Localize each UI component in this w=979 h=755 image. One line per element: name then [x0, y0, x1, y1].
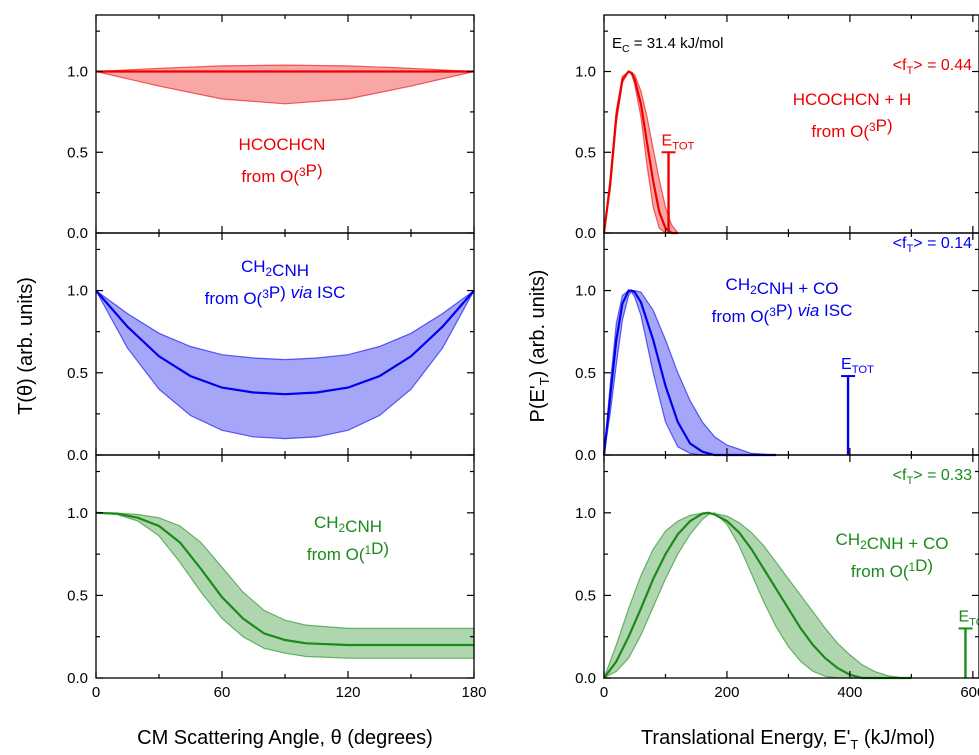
y-tick-label: 0.5 [67, 144, 88, 161]
collision-energy-note: EC = 31.4 kJ/mol [612, 35, 723, 55]
y-tick-label: 1.0 [575, 64, 596, 81]
y-tick-label: 0.5 [575, 587, 596, 604]
panel-left-subplot-3: 0.0 0.5 1.0 CH2CNH from O(1D) [67, 454, 475, 687]
panel-left-subplot-1: 0.0 0.5 1.0 HCOCHCN from O(3P) [67, 14, 475, 242]
subplot-annotation-line: from O(1D) [851, 556, 933, 581]
panel-left-subplot-2: 0.0 0.5 1.0 CH2CNH from O(3P) via ISC [67, 232, 475, 464]
x-tick-label: 0 [92, 684, 100, 701]
best-fit-line [95, 511, 474, 647]
subplot-annotation-line: CH2CNH [241, 257, 309, 280]
etot-label: ETOT [662, 132, 695, 152]
y-tick-label: 1.0 [575, 505, 596, 522]
x-tick-label: 200 [714, 684, 739, 701]
etot-label: ETOT [841, 356, 874, 376]
subplot-annotation-line: CH2CNH + CO [726, 275, 839, 298]
y-tick-label: 0.0 [67, 670, 88, 687]
y-axis-title: P(E'T) (arb. units) [527, 270, 552, 423]
x-axis-title: Translational Energy, E'T (kJ/mol) [641, 727, 935, 752]
axes-frame [603, 454, 979, 679]
best-fit-line [95, 289, 475, 396]
ft-label: <fT> = 0.33 [893, 467, 972, 487]
subplot-annotation-line: from O(3P) via ISC [205, 283, 346, 308]
panel-right-subplot-1: ETOT 0.0 0.5 1.0 HCOCHCN + H from O(3P) <fT> =… [575, 14, 979, 242]
y-tick-label: 0.0 [575, 225, 596, 242]
subplot-annotation-line: HCOCHCN [239, 135, 326, 154]
subplot-annotation-line: from O(3P) via ISC [712, 301, 853, 326]
ft-label: <fT> = 0.44 [893, 57, 972, 77]
subplot-annotation-line: HCOCHCN + H [793, 90, 912, 109]
best-fit-line [603, 511, 912, 680]
y-tick-label: 0.5 [575, 365, 596, 382]
subplot-annotation-line: CH2CNH + CO [836, 530, 949, 553]
x-tick-label: 180 [461, 684, 486, 701]
y-tick-label: 0.5 [67, 365, 88, 382]
y-tick-label: 0.0 [67, 447, 88, 464]
y-tick-label: 1.0 [67, 505, 88, 522]
panel-right-subplot-3: ETOT 0.0 0.5 1.0 CH2CNH + CO from O(1D) <fT> =… [575, 454, 979, 687]
x-tick-label: 60 [214, 684, 231, 701]
y-tick-label: 0.0 [67, 225, 88, 242]
y-tick-label: 0.0 [575, 447, 596, 464]
x-tick-label: 600 [960, 684, 979, 701]
y-tick-label: 0.5 [67, 587, 88, 604]
subplot-annotation-line: from O(3P) [241, 161, 322, 186]
subplot-annotation-line: from O(3P) [811, 116, 892, 141]
ft-label: <fT> = 0.14 [893, 235, 972, 255]
plot-layer: 0.0 0.5 1.0 HCOCHCN from O(3P) 0.0 0.5 1.0 CH2CN… [15, 14, 979, 752]
y-tick-label: 1.0 [67, 64, 88, 81]
etot-label: ETOT [958, 608, 979, 628]
subplot-annotation-line: from O(1D) [307, 539, 389, 564]
y-tick-label: 0.5 [575, 144, 596, 161]
subplot-annotation-line: CH2CNH [314, 513, 382, 536]
y-tick-label: 1.0 [67, 283, 88, 300]
x-tick-label: 400 [837, 684, 862, 701]
y-tick-label: 1.0 [575, 283, 596, 300]
best-fit-line [602, 70, 678, 235]
y-axis-title: T(θ) (arb. units) [15, 277, 37, 415]
x-axis-title: CM Scattering Angle, θ (degrees) [137, 727, 433, 749]
y-tick-label: 0.0 [575, 670, 596, 687]
x-tick-label: 0 [600, 684, 608, 701]
x-tick-label: 120 [335, 684, 360, 701]
